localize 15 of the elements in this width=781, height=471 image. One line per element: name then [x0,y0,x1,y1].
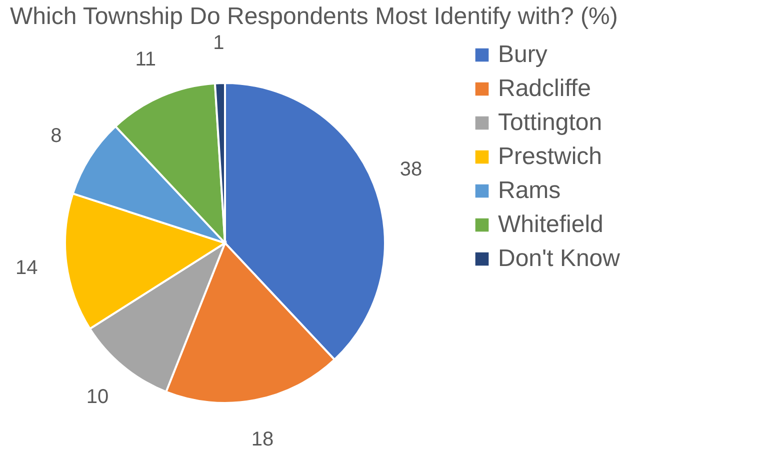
data-label: 8 [50,124,62,147]
legend-label: Tottington [498,109,602,136]
legend-label: Bury [498,41,548,68]
data-label: 11 [135,48,156,70]
data-label: 18 [251,428,274,450]
legend-label: Rams [498,177,561,204]
legend-label: Radcliffe [498,75,591,102]
chart-title: Which Township Do Respondents Most Identify with? (%) [10,3,618,30]
legend-label: Prestwich [498,143,602,170]
data-label: 1 [213,32,224,54]
data-label: 10 [86,386,109,408]
data-label: 14 [15,257,38,280]
legend-label: Whitefield [498,211,604,238]
data-label: 38 [400,158,422,180]
legend-label: Don't Know [498,245,621,272]
